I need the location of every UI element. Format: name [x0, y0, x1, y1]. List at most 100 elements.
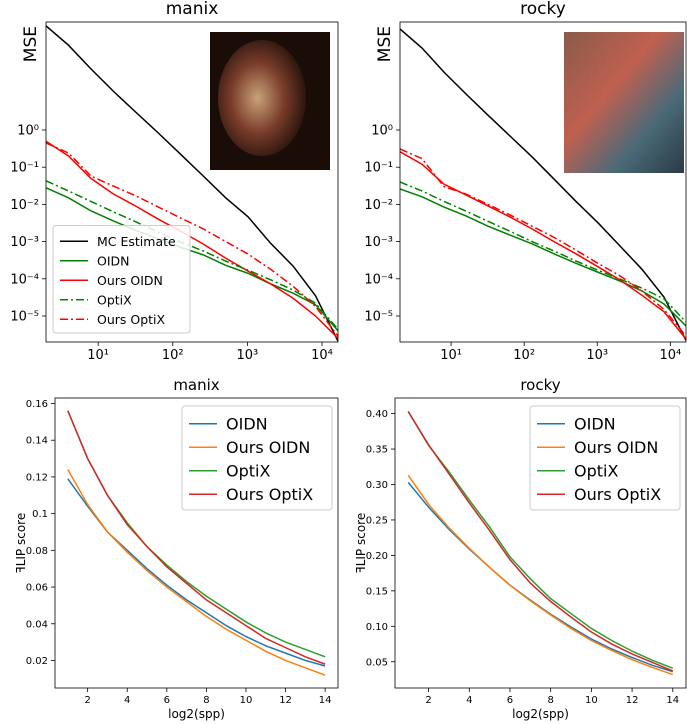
series-line [400, 181, 686, 323]
y-tick-label: 10⁻⁵ [364, 310, 393, 325]
y-tick-label: 0.05 [366, 657, 388, 668]
legend-label: Ours OIDN [97, 273, 163, 288]
legend-label: Ours OptiX [574, 485, 661, 504]
x-tick-label: 10² [162, 348, 184, 363]
legend-label: OptiX [574, 462, 618, 481]
y-axis-label: ꟻLIP score [354, 513, 368, 573]
y-tick-label: 0.20 [366, 551, 388, 562]
y-tick-label: 10⁻² [364, 198, 393, 213]
x-tick-label: 4 [466, 695, 472, 706]
x-tick-label: 10 [585, 695, 598, 706]
legend-label: Ours OIDN [574, 438, 658, 457]
series-line [400, 28, 686, 341]
series-line [46, 180, 338, 330]
y-tick-label: 0.25 [366, 515, 388, 526]
y-tick-label: 10⁻⁵ [10, 310, 39, 325]
y-tick-label: 10⁰ [17, 124, 39, 139]
x-tick-label: 8 [547, 695, 553, 706]
series-line [46, 140, 338, 339]
x-tick-label: 10 [240, 695, 253, 706]
legend-label: OIDN [574, 415, 616, 434]
series-line [407, 411, 674, 672]
x-tick-label: 10¹ [87, 348, 109, 363]
x-tick-label: 10⁴ [659, 348, 681, 363]
chart-title: rocky [520, 376, 560, 394]
series-line [67, 410, 326, 665]
plot-frame [54, 397, 339, 689]
x-tick-label: 12 [626, 695, 639, 706]
series-line [46, 142, 338, 337]
plot-frame [399, 21, 687, 343]
render-inset-shape [218, 40, 306, 156]
x-tick-label: 2 [84, 695, 90, 706]
x-tick-label: 8 [203, 695, 209, 706]
x-tick-label: 2 [425, 695, 431, 706]
x-tick-label: 4 [124, 695, 130, 706]
y-tick-label: 0.06 [26, 583, 48, 594]
legend-label: OIDN [226, 415, 268, 434]
y-tick-label: 0.35 [366, 445, 388, 456]
legend-label: Ours OptiX [97, 312, 166, 327]
plot-frame [394, 397, 687, 689]
series-line [400, 151, 686, 340]
x-axis-label: log2(spp) [168, 707, 225, 721]
series-line [67, 469, 326, 676]
y-tick-label: 10⁻³ [10, 235, 39, 250]
y-tick-label: 0.16 [26, 399, 48, 410]
y-tick-label: 0.1 [32, 509, 48, 520]
legend-box [181, 405, 333, 511]
y-tick-label: 0.04 [26, 619, 48, 630]
x-tick-label: 10¹ [440, 348, 462, 363]
x-tick-label: 10³ [237, 348, 259, 363]
x-tick-label: 10⁴ [311, 348, 333, 363]
chart-title: rocky [520, 0, 566, 19]
x-axis-label: log2(spp) [512, 707, 569, 721]
series-line [46, 25, 338, 342]
x-tick-label: 6 [507, 695, 513, 706]
legend-box [529, 405, 681, 511]
series-line [407, 481, 673, 673]
series-line [400, 148, 686, 337]
legend-label: MC Estimate [97, 234, 176, 249]
series-line [407, 474, 674, 676]
y-axis-label: ꟻLIP score [14, 513, 28, 573]
x-tick-label: 14 [666, 695, 679, 706]
legend-box [52, 225, 191, 334]
series-line [407, 411, 674, 669]
x-tick-label: 10² [513, 348, 535, 363]
y-tick-label: 10⁻³ [364, 235, 393, 250]
y-tick-label: 10⁻¹ [364, 161, 393, 176]
y-tick-label: 10⁻² [10, 198, 39, 213]
x-tick-label: 12 [279, 695, 292, 706]
y-tick-label: 0.08 [26, 546, 48, 557]
y-axis-label: MSE [375, 26, 395, 62]
render-inset [564, 32, 684, 173]
y-tick-label: 10⁰ [371, 124, 393, 139]
x-tick-label: 14 [319, 695, 332, 706]
legend-label: OIDN [97, 253, 130, 268]
legend-label: OptiX [97, 292, 132, 307]
y-tick-label: 0.40 [366, 409, 388, 420]
legend-label: Ours OptiX [226, 485, 313, 504]
x-tick-label: 6 [164, 695, 170, 706]
y-tick-label: 0.10 [366, 622, 388, 633]
y-tick-label: 10⁻⁴ [364, 272, 393, 287]
y-tick-label: 10⁻⁴ [10, 272, 39, 287]
series-line [400, 188, 686, 327]
legend-label: Ours OIDN [226, 438, 310, 457]
y-tick-label: 0.02 [26, 656, 48, 667]
y-axis-label: MSE [21, 26, 41, 62]
y-tick-label: 10⁻¹ [10, 161, 39, 176]
x-tick-label: 10³ [586, 348, 608, 363]
series-line [46, 187, 338, 332]
plot-frame [45, 21, 339, 343]
y-tick-label: 0.12 [26, 472, 48, 483]
chart-title: manix [166, 0, 219, 19]
chart-title: manix [173, 376, 219, 394]
legend-label: OptiX [226, 462, 270, 481]
y-tick-label: 0.30 [366, 480, 388, 491]
y-tick-label: 0.14 [26, 436, 48, 447]
y-tick-label: 0.15 [366, 586, 388, 597]
